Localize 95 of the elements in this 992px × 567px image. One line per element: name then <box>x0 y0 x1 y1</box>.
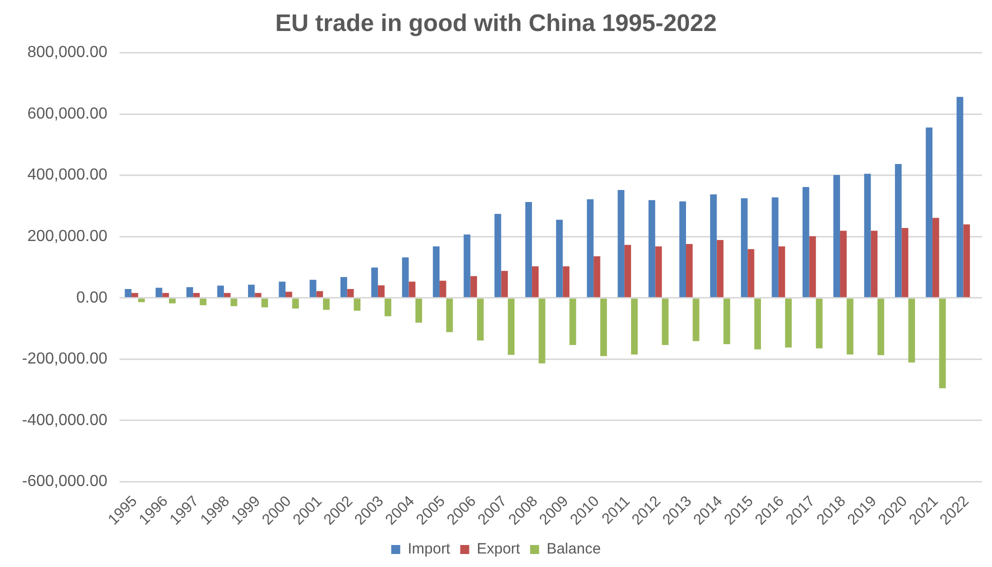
y-tick-label: -200,000.00 <box>22 350 108 368</box>
bar <box>138 298 145 302</box>
bar <box>131 292 138 298</box>
bar <box>248 284 255 298</box>
bar <box>963 224 970 298</box>
bar <box>464 234 470 298</box>
bar <box>408 282 416 298</box>
bar <box>754 298 761 350</box>
bar <box>340 277 348 298</box>
bar <box>939 298 946 388</box>
bar <box>354 298 360 311</box>
bar <box>716 240 724 298</box>
bar <box>618 190 624 298</box>
bar <box>278 282 286 298</box>
legend-label: Export <box>476 540 521 558</box>
bar <box>556 220 563 298</box>
bar <box>816 298 823 348</box>
bar <box>631 298 638 355</box>
bar <box>624 244 632 298</box>
bar <box>371 268 378 298</box>
bar <box>809 236 816 298</box>
bar <box>662 298 669 346</box>
bar <box>286 292 292 298</box>
bar <box>956 96 964 298</box>
bar <box>168 298 176 304</box>
bar <box>864 174 871 298</box>
bar <box>710 194 717 298</box>
bar <box>926 128 932 298</box>
bar <box>440 280 446 298</box>
bar <box>477 298 484 340</box>
bar <box>648 200 656 298</box>
y-tick-label: 0.00 <box>76 289 108 306</box>
bar <box>200 298 206 306</box>
bar <box>772 197 778 298</box>
bar <box>894 164 902 298</box>
y-tick-label: 600,000.00 <box>27 105 108 122</box>
bar <box>679 201 686 298</box>
bar <box>686 244 693 298</box>
bar <box>562 266 570 298</box>
bar <box>217 286 224 298</box>
bar <box>594 256 600 298</box>
bar <box>224 292 231 298</box>
bar <box>569 298 576 346</box>
bar <box>156 288 162 298</box>
bar <box>446 298 453 332</box>
bar <box>846 298 854 355</box>
bar <box>908 298 915 363</box>
bar <box>322 298 330 310</box>
bar <box>432 246 440 298</box>
y-tick-label: -600,000.00 <box>22 473 108 490</box>
bar <box>316 291 323 298</box>
bar <box>384 298 392 316</box>
bar <box>833 175 840 298</box>
bar <box>347 288 354 298</box>
bar <box>778 246 786 298</box>
bar <box>878 298 884 356</box>
bar <box>655 246 662 298</box>
bar <box>586 199 594 298</box>
bar <box>785 298 792 348</box>
bar <box>494 214 502 298</box>
bar <box>261 298 268 308</box>
bar <box>740 198 748 298</box>
bar <box>254 292 262 298</box>
bar <box>902 228 908 298</box>
bar <box>378 285 385 298</box>
chart-title: EU trade in good with China 1995-2022 <box>275 10 717 38</box>
bar <box>193 292 200 298</box>
y-tick-label: 400,000.00 <box>27 166 108 184</box>
bar <box>230 298 238 306</box>
bar <box>415 298 422 323</box>
bar <box>402 257 409 298</box>
legend-label: Balance <box>546 540 601 558</box>
bar <box>692 298 700 342</box>
y-tick-label: 200,000.00 <box>27 228 108 246</box>
bar <box>538 298 546 364</box>
bar <box>310 280 316 298</box>
y-tick-label: 800,000.00 <box>27 44 108 62</box>
bar <box>840 230 847 298</box>
bar <box>932 218 940 298</box>
legend-label: Import <box>408 540 452 558</box>
bar <box>802 186 810 298</box>
bar <box>508 298 515 355</box>
bar <box>124 288 132 298</box>
bar <box>525 202 532 298</box>
bar <box>748 249 754 298</box>
bar <box>186 287 194 298</box>
bar <box>292 298 299 309</box>
y-tick-label: -400,000.00 <box>22 412 108 429</box>
bar <box>501 270 508 298</box>
bar <box>162 292 169 298</box>
bar <box>723 298 730 344</box>
bar <box>532 266 539 298</box>
bar <box>470 276 478 298</box>
bar <box>600 298 607 356</box>
bar <box>870 230 878 298</box>
